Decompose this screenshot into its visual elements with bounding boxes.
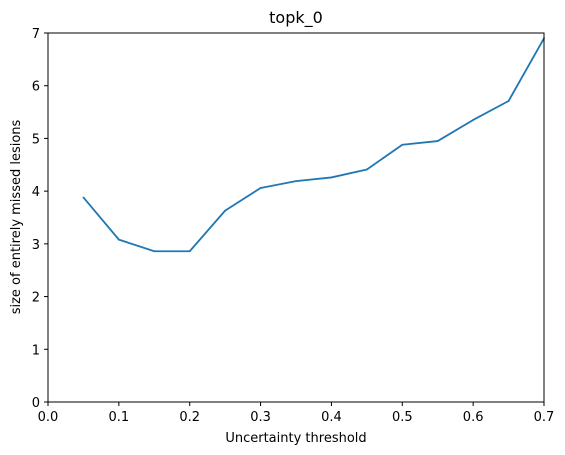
data-point [472,119,475,121]
data-point [259,187,262,189]
x-tick-label: 0.5 [392,410,413,425]
data-point [295,180,297,183]
data-point [224,209,227,212]
x-tick-label: 0.7 [534,410,555,425]
y-tick-label: 7 [32,27,40,42]
x-tick-label: 0.6 [463,410,484,425]
x-tick-label: 0.3 [250,410,271,425]
y-tick-label: 1 [32,343,40,358]
data-point [117,238,120,241]
series-line [82,37,545,253]
data-point [507,100,510,102]
data-point [82,196,85,199]
y-axis-ticks: 0 1 2 3 4 5 6 7 [32,27,48,411]
data-point [401,143,404,146]
data-point [365,168,368,171]
chart-title: topk_0 [269,8,323,28]
x-tick-label: 0.4 [321,410,342,425]
y-tick-label: 4 [32,185,40,200]
x-tick-label: 0.1 [109,410,130,425]
series-layer [82,37,545,253]
y-tick-label: 3 [32,238,40,253]
y-axis-label: size of entirely missed lesions [9,119,24,314]
y-tick-label: 6 [32,80,40,95]
data-point [153,250,156,253]
x-tick-label: 0.2 [179,410,200,425]
data-point [330,176,333,179]
plot-frame [47,32,545,403]
x-axis-label: Uncertainty threshold [225,431,366,446]
x-axis-ticks: 0.0 0.1 0.2 0.3 0.4 0.5 0.6 0.7 [38,402,555,425]
data-point [188,250,191,253]
y-tick-label: 2 [32,291,40,306]
y-tick-label: 0 [32,396,40,411]
x-tick-label: 0.0 [38,410,59,425]
data-point [436,140,439,142]
y-tick-label: 5 [32,132,40,147]
